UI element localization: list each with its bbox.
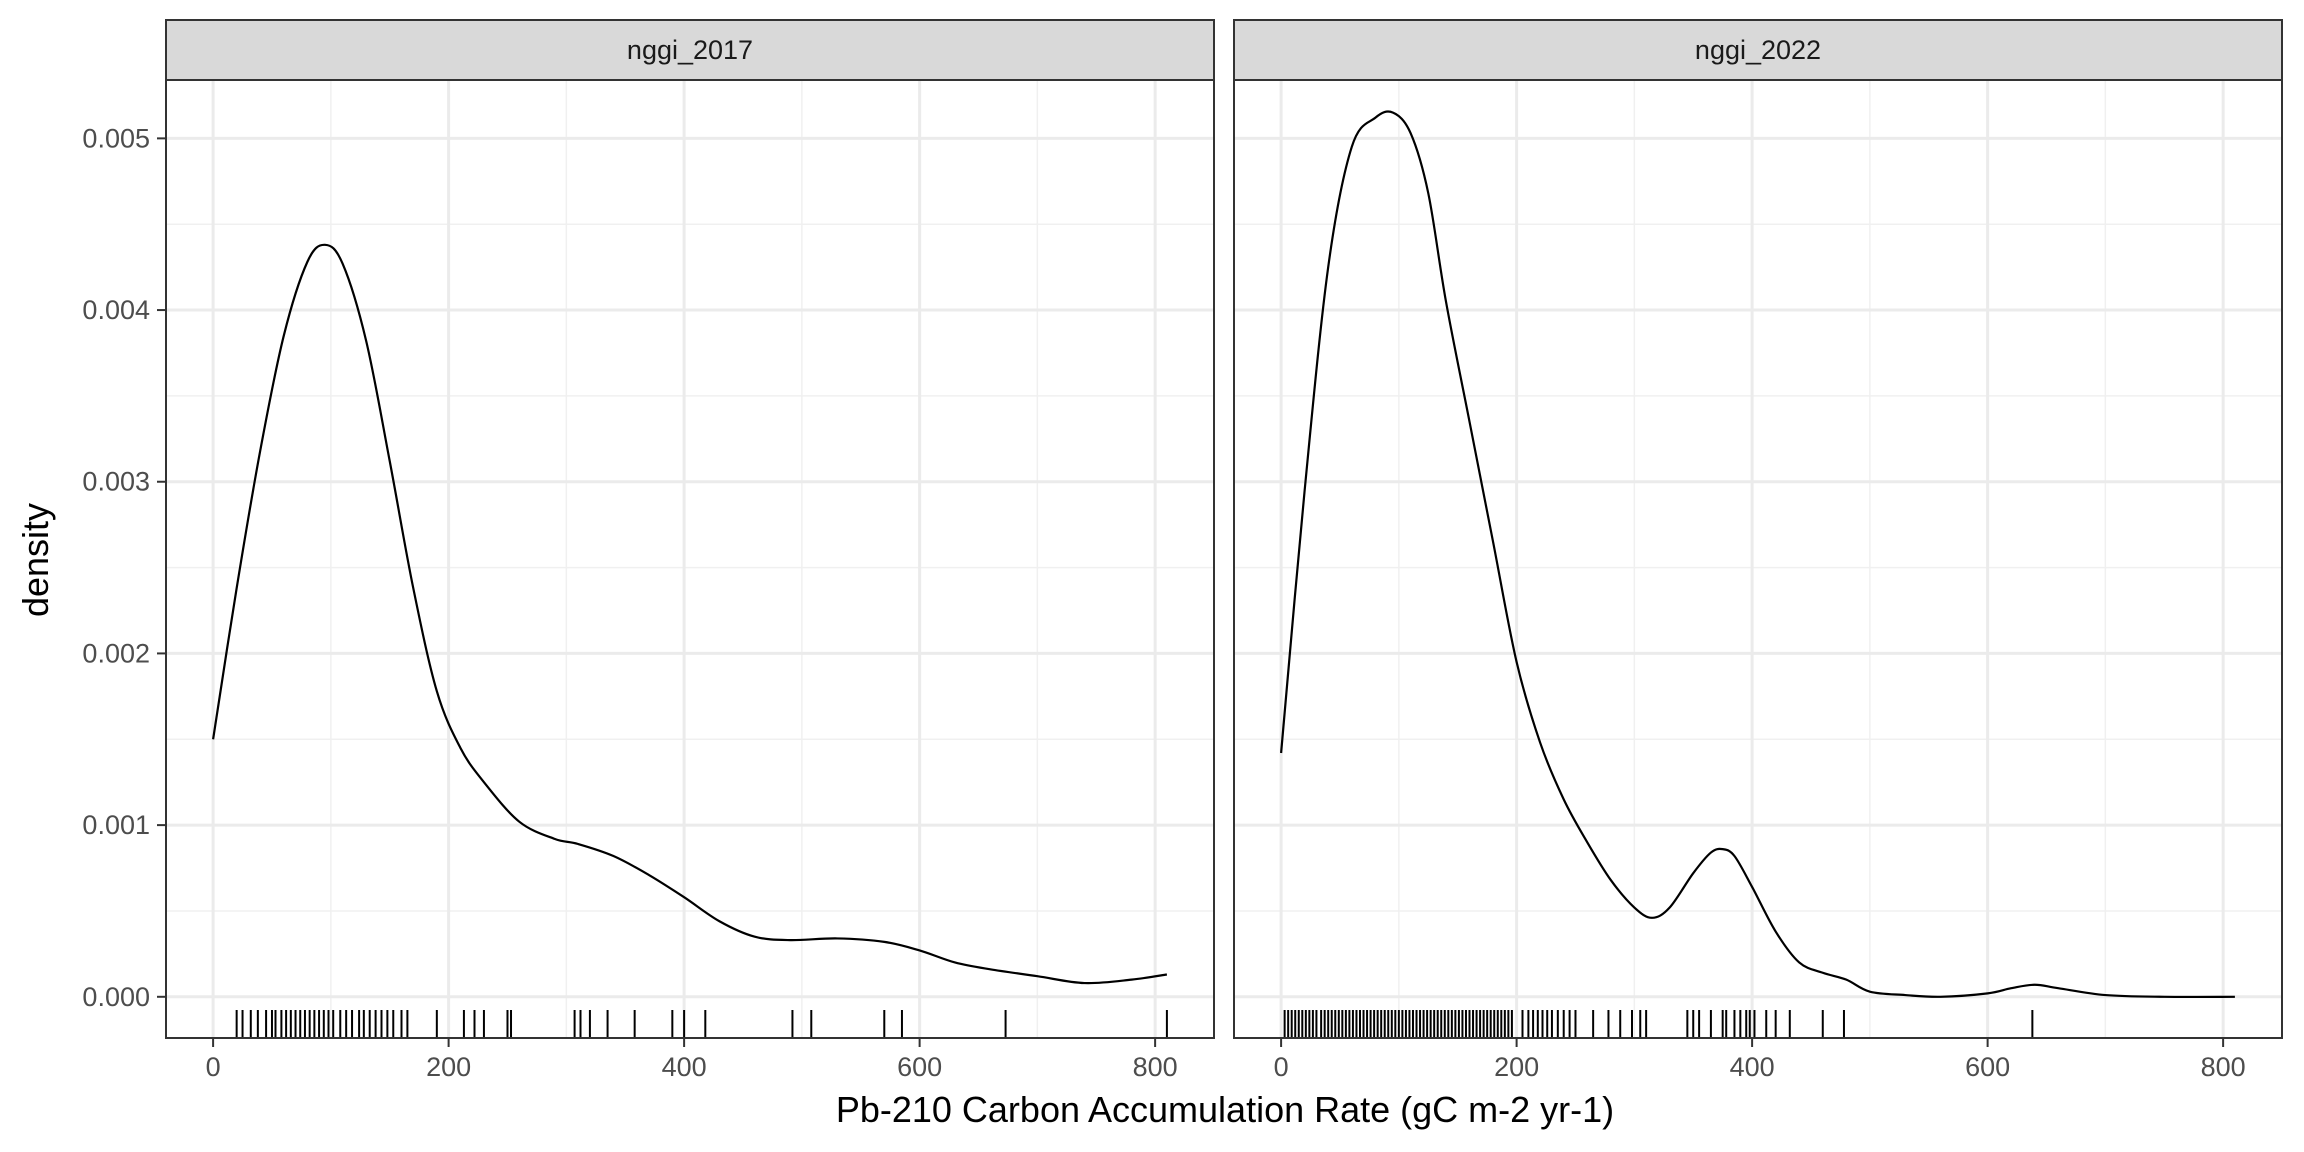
facet-strip [1233, 19, 2283, 81]
rug [235, 1010, 1168, 1038]
x-axis-title: Pb-210 Carbon Accumulation Rate (gC m-2 … [836, 1089, 1614, 1130]
y-tick-label: 0.001 [82, 810, 150, 840]
x-tick-label: 800 [2201, 1052, 2246, 1082]
y-tick-label: 0.004 [82, 295, 150, 325]
y-axis-title: density [15, 503, 56, 617]
facet-strip [165, 19, 1215, 81]
y-tick-label: 0.002 [82, 638, 150, 668]
y-tick-label: 0.000 [82, 982, 150, 1012]
x-tick-label: 200 [1494, 1052, 1539, 1082]
x-tick-label: 800 [1133, 1052, 1178, 1082]
panel-nggi_2017: nggi_2017 [165, 19, 1215, 1039]
x-tick-label: 0 [206, 1052, 221, 1082]
y-tick-label: 0.003 [82, 467, 150, 497]
x-tick-label: 600 [897, 1052, 942, 1082]
x-tick-label: 400 [662, 1052, 707, 1082]
y-tick-label: 0.005 [82, 123, 150, 153]
x-tick-label: 0 [1274, 1052, 1289, 1082]
rug [1283, 1010, 2034, 1038]
x-tick-label: 400 [1730, 1052, 1775, 1082]
density-curve [212, 243, 1168, 985]
panel-background [1234, 80, 2282, 1038]
y-axis: 0.000 0.001 0.002 0.003 0.004 0.005 [82, 123, 166, 1012]
panel-background [166, 80, 1214, 1038]
density-curve [1280, 110, 2235, 999]
panel-nggi_2022: nggi_2022 [1233, 19, 2283, 1039]
panels: nggi_2017 nggi_2022 [165, 19, 2283, 1039]
x-axis: 0 200 400 600 800 0 200 400 600 800 [206, 1038, 2246, 1082]
facet-label: nggi_2022 [1695, 35, 1821, 65]
facet-label: nggi_2017 [627, 35, 753, 65]
x-tick-label: 200 [426, 1052, 471, 1082]
x-tick-label: 600 [1965, 1052, 2010, 1082]
